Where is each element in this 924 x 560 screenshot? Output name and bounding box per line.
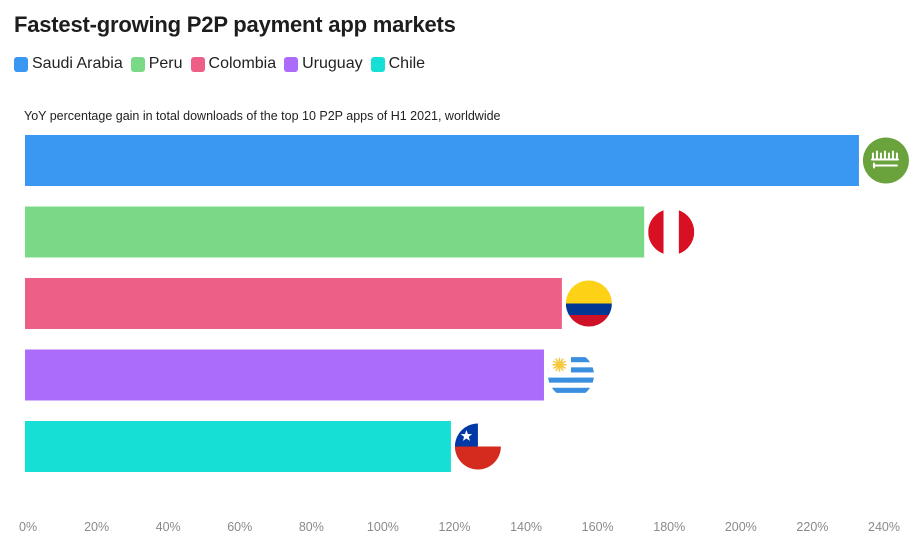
legend-swatch [284, 56, 299, 72]
x-tick-label: 140% [510, 520, 542, 534]
legend-label: Uruguay [302, 55, 363, 72]
legend-label: Chile [388, 55, 426, 72]
legend-item: Chile [370, 55, 426, 73]
x-tick-label: 20% [84, 520, 109, 534]
legend-item: Peru [130, 55, 183, 73]
bar: Peru [25, 206, 645, 258]
legend-label: Peru [148, 55, 183, 72]
x-tick-label: 220% [796, 520, 828, 534]
x-tick-label: 240% [868, 520, 900, 534]
legend-swatch [14, 56, 28, 72]
x-tick-label: 160% [582, 520, 614, 534]
legend-item: Colombia [190, 55, 277, 73]
legend-label: Saudi Arabia [32, 55, 123, 72]
legend-label: Colombia [208, 55, 277, 72]
legend-swatch [190, 56, 205, 72]
legend-item: Uruguay [284, 55, 363, 73]
chile-flag-icon [454, 423, 501, 470]
legend-item: Saudi Arabia [14, 55, 123, 73]
x-tick-label: 200% [725, 520, 757, 534]
saudi-arabia-flag-icon [862, 137, 909, 184]
legend-swatch [130, 56, 145, 72]
x-tick-label: 100% [367, 520, 399, 534]
x-tick-label: 120% [439, 520, 471, 534]
bar: Saudi Arabia [25, 135, 859, 186]
colombia-flag-icon [565, 280, 612, 327]
uruguay-flag-icon [547, 352, 594, 398]
x-tick-label: 80% [299, 520, 324, 534]
bar: Colombia [25, 278, 562, 329]
x-tick-label: 40% [156, 520, 181, 534]
chart-subtitle: YoY percentage gain in total downloads o… [24, 109, 501, 123]
x-tick-label: 0% [19, 520, 37, 534]
legend-swatch [370, 56, 385, 72]
x-tick-label: 180% [653, 520, 685, 534]
legend: Saudi Arabia Peru Colombia Uruguay Chile [14, 55, 433, 73]
bar: Uruguay [25, 349, 544, 401]
chart-title: Fastest-growing P2P payment app markets [14, 12, 456, 37]
x-tick-label: 60% [227, 520, 252, 534]
bar: Chile [25, 421, 451, 472]
peru-flag-icon [648, 209, 695, 255]
